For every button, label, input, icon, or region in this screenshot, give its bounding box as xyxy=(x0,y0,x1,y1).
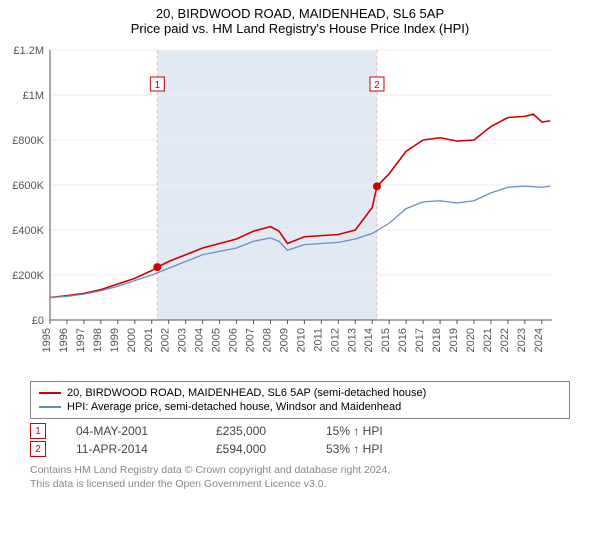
svg-text:2012: 2012 xyxy=(329,328,341,352)
svg-text:2003: 2003 xyxy=(177,328,189,352)
svg-text:£200K: £200K xyxy=(12,270,44,282)
legend-swatch-1 xyxy=(39,406,61,408)
svg-text:2022: 2022 xyxy=(499,328,511,352)
marker-pct-1: 15% ↑ HPI xyxy=(326,424,406,438)
svg-text:2008: 2008 xyxy=(261,328,273,352)
svg-text:£0: £0 xyxy=(32,315,44,327)
marker-date-1: 04-MAY-2001 xyxy=(76,424,186,438)
svg-text:2002: 2002 xyxy=(160,328,172,352)
transaction-row: 2 11-APR-2014 £594,000 53% ↑ HPI xyxy=(30,441,570,457)
svg-text:2009: 2009 xyxy=(278,328,290,352)
legend-swatch-0 xyxy=(39,392,61,394)
page-subtitle: Price paid vs. HM Land Registry's House … xyxy=(0,21,600,40)
chart-svg: £0 £200K £400K £600K £800K £1M £1.2M 1995 1996 19… xyxy=(0,40,560,370)
legend-label-1: HPI: Average price, semi-detached house,… xyxy=(67,401,401,413)
svg-text:£800K: £800K xyxy=(12,135,44,147)
footer-line-2: This data is licensed under the Open Gov… xyxy=(30,477,570,491)
svg-text:2000: 2000 xyxy=(126,328,138,352)
svg-text:£400K: £400K xyxy=(12,225,44,237)
svg-text:2: 2 xyxy=(374,80,380,91)
footer-line-1: Contains HM Land Registry data © Crown c… xyxy=(30,463,570,477)
svg-text:1995: 1995 xyxy=(41,328,53,352)
legend: 20, BIRDWOOD ROAD, MAIDENHEAD, SL6 5AP (… xyxy=(30,381,570,419)
svg-text:2017: 2017 xyxy=(414,328,426,352)
footer: Contains HM Land Registry data © Crown c… xyxy=(30,463,570,491)
legend-label-0: 20, BIRDWOOD ROAD, MAIDENHEAD, SL6 5AP (… xyxy=(67,387,426,399)
svg-text:2021: 2021 xyxy=(482,328,494,352)
svg-text:2013: 2013 xyxy=(346,328,358,352)
svg-text:2010: 2010 xyxy=(295,328,307,352)
marker-badge-2: 2 xyxy=(30,441,46,457)
svg-text:2024: 2024 xyxy=(533,328,545,352)
transaction-row: 1 04-MAY-2001 £235,000 15% ↑ HPI xyxy=(30,423,570,439)
svg-text:2023: 2023 xyxy=(516,328,528,352)
svg-text:2001: 2001 xyxy=(143,328,155,352)
svg-text:2020: 2020 xyxy=(465,328,477,352)
svg-text:1: 1 xyxy=(155,80,161,91)
marker-pct-2: 53% ↑ HPI xyxy=(326,442,406,456)
marker-price-2: £594,000 xyxy=(216,442,296,456)
svg-text:2014: 2014 xyxy=(363,328,375,352)
page-title: 20, BIRDWOOD ROAD, MAIDENHEAD, SL6 5AP xyxy=(0,0,600,21)
legend-row: 20, BIRDWOOD ROAD, MAIDENHEAD, SL6 5AP (… xyxy=(39,386,561,400)
marker-date-2: 11-APR-2014 xyxy=(76,442,186,456)
svg-text:2019: 2019 xyxy=(448,328,460,352)
chart: £0 £200K £400K £600K £800K £1M £1.2M 1995 1996 19… xyxy=(0,40,600,375)
svg-text:1997: 1997 xyxy=(75,328,87,352)
svg-text:2006: 2006 xyxy=(228,328,240,352)
svg-text:£600K: £600K xyxy=(12,180,44,192)
svg-text:2018: 2018 xyxy=(431,328,443,352)
svg-text:£1.2M: £1.2M xyxy=(13,45,44,57)
svg-text:1999: 1999 xyxy=(109,328,121,352)
svg-text:1996: 1996 xyxy=(58,328,70,352)
svg-text:2004: 2004 xyxy=(194,328,206,352)
svg-text:2005: 2005 xyxy=(211,328,223,352)
svg-text:2011: 2011 xyxy=(312,328,324,352)
container: 20, BIRDWOOD ROAD, MAIDENHEAD, SL6 5AP P… xyxy=(0,0,600,491)
svg-text:2016: 2016 xyxy=(397,328,409,352)
marker-price-1: £235,000 xyxy=(216,424,296,438)
legend-row: HPI: Average price, semi-detached house,… xyxy=(39,400,561,414)
marker-badge-1: 1 xyxy=(30,423,46,439)
svg-text:2007: 2007 xyxy=(245,328,257,352)
svg-text:1998: 1998 xyxy=(92,328,104,352)
svg-text:2015: 2015 xyxy=(380,328,392,352)
svg-text:£1M: £1M xyxy=(23,90,44,102)
